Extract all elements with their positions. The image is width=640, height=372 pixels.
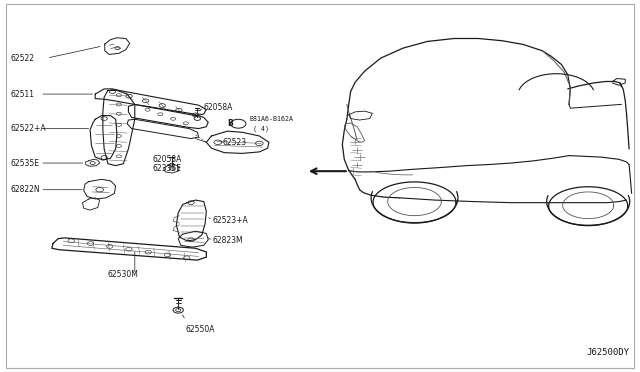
Text: 62550A: 62550A [186, 325, 216, 334]
Text: 62522+A: 62522+A [11, 124, 47, 133]
Text: 62058A: 62058A [153, 155, 182, 164]
Text: 62058A: 62058A [204, 103, 233, 112]
Text: 62823M: 62823M [212, 236, 243, 246]
Text: 62822N: 62822N [11, 185, 40, 194]
Text: 62535E: 62535E [11, 158, 40, 167]
Text: J62500DY: J62500DY [587, 348, 630, 357]
Text: 62335E: 62335E [153, 164, 182, 173]
Text: 62523: 62523 [223, 138, 247, 147]
Text: 62523+A: 62523+A [212, 216, 248, 225]
Text: B81A6-B162A: B81A6-B162A [250, 116, 294, 122]
Text: 62522: 62522 [11, 54, 35, 62]
Text: 62511: 62511 [11, 90, 35, 99]
Text: B: B [228, 119, 234, 128]
Text: ( 4): ( 4) [253, 126, 269, 132]
Text: 62530M: 62530M [108, 270, 139, 279]
